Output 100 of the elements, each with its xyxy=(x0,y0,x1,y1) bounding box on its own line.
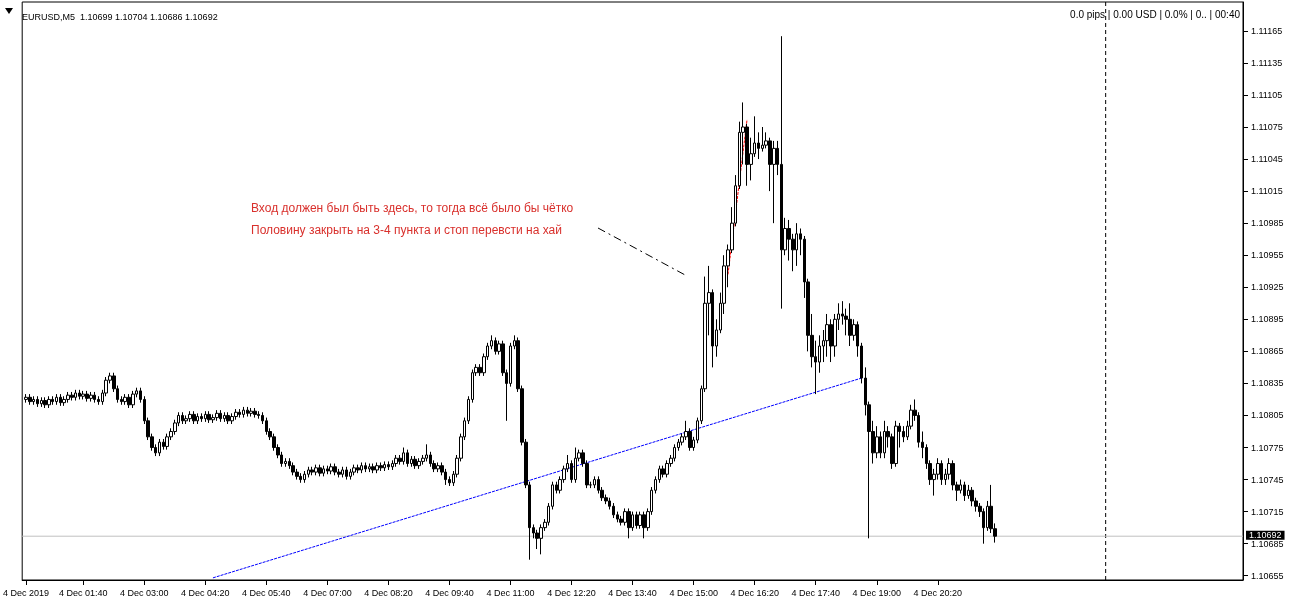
candlestick xyxy=(341,466,344,478)
candlestick xyxy=(24,393,28,404)
candlestick xyxy=(242,406,245,419)
x-tick-label: 4 Dec 19:00 xyxy=(852,587,902,598)
candlestick xyxy=(246,406,249,418)
candlestick xyxy=(772,140,776,224)
x-tick-label: 4 Dec 07:00 xyxy=(303,587,352,598)
candlestick xyxy=(59,393,62,407)
candlestick xyxy=(383,460,386,472)
candlestick xyxy=(74,389,77,402)
candlestick xyxy=(593,475,596,489)
y-tick-label: 1.10925 xyxy=(1251,282,1284,293)
y-tick-label: 1.10895 xyxy=(1251,314,1284,325)
candlestick xyxy=(394,454,398,468)
x-tick-label: 4 Dec 12:20 xyxy=(547,587,596,598)
candlestick xyxy=(299,472,302,484)
annotation: Половину закрыть на 3-4 пункта и стоп перевсти на хай xyxy=(251,223,562,237)
candlestick xyxy=(539,523,543,555)
candlestick xyxy=(612,502,615,519)
y-tick-label: 1.10715 xyxy=(1251,506,1284,517)
candlestick xyxy=(310,466,314,476)
x-tick-label: 4 Dec 11:00 xyxy=(486,587,535,598)
candlestick xyxy=(196,412,199,425)
candlestick xyxy=(211,413,215,424)
candlestick xyxy=(238,408,241,419)
candlestick xyxy=(635,511,638,530)
candlestick xyxy=(333,463,337,476)
x-tick-label: 4 Dec 01:40 xyxy=(58,587,108,598)
candlestick xyxy=(81,390,85,400)
candlestick xyxy=(665,459,669,478)
candlestick xyxy=(349,468,352,481)
candlestick xyxy=(326,465,329,475)
candlestick xyxy=(825,313,829,358)
candlestick xyxy=(318,464,322,477)
candlestick xyxy=(291,461,295,476)
candlestick xyxy=(360,461,363,474)
candlestick xyxy=(226,411,230,425)
x-tick-label: 4 Dec 09:40 xyxy=(425,587,474,598)
candlestick xyxy=(402,447,405,466)
candlestick xyxy=(375,461,379,474)
candlestick xyxy=(223,411,226,423)
x-tick-label: 4 Dec 08:20 xyxy=(364,587,413,598)
candlestick xyxy=(780,35,783,310)
candlestick xyxy=(413,455,417,470)
candlestick xyxy=(371,463,375,474)
x-tick-label: 4 Dec 16:20 xyxy=(730,587,779,598)
candlestick xyxy=(200,412,203,423)
candlestick xyxy=(257,410,260,420)
candlestick xyxy=(406,449,409,468)
candlestick xyxy=(55,393,58,406)
candlestick xyxy=(352,464,356,476)
y-tick-label: 1.10955 xyxy=(1251,250,1284,261)
candlestick xyxy=(829,318,833,363)
candlestick xyxy=(47,395,51,409)
candlestick xyxy=(379,461,383,472)
candlestick xyxy=(62,395,66,407)
y-tick-label: 1.11045 xyxy=(1251,154,1283,165)
candlestick xyxy=(36,395,39,408)
x-tick-label: 4 Dec 2019 xyxy=(2,587,50,598)
candlestick xyxy=(345,466,348,481)
candlestick xyxy=(32,395,35,406)
x-tick-label: 4 Dec 15:00 xyxy=(669,587,718,598)
ref-line-label: 1.10692 xyxy=(1249,530,1282,541)
y-tick-label: 1.10655 xyxy=(1251,570,1284,581)
candlestick xyxy=(329,463,333,475)
y-tick-label: 1.10865 xyxy=(1251,346,1284,357)
y-tick-label: 1.11135 xyxy=(1251,57,1283,68)
candlestick xyxy=(66,391,70,404)
candlestick xyxy=(391,459,394,471)
candlestick xyxy=(940,459,943,486)
candlestick xyxy=(188,410,192,423)
candlestick xyxy=(51,395,54,406)
y-tick-label: 1.11165 xyxy=(1251,25,1283,36)
candlestick xyxy=(85,390,89,403)
candlestick xyxy=(219,409,222,423)
candlestick xyxy=(417,457,421,470)
candlestick xyxy=(78,389,81,400)
candlestick xyxy=(43,396,47,409)
candlestick xyxy=(249,407,253,418)
candlestick xyxy=(207,410,211,424)
candlestick xyxy=(131,390,135,409)
y-tick-label: 1.11105 xyxy=(1251,89,1283,100)
y-tick-label: 1.10805 xyxy=(1251,410,1284,421)
candlestick xyxy=(234,408,238,421)
x-tick-label: 4 Dec 20:20 xyxy=(913,587,963,598)
candlestick xyxy=(184,414,188,425)
candlestick xyxy=(204,410,207,423)
candlestick xyxy=(963,481,966,502)
candlestick xyxy=(93,391,96,404)
candlestick xyxy=(364,461,367,473)
candlestick xyxy=(387,460,390,471)
y-tick-label: 1.10835 xyxy=(1251,378,1284,389)
x-tick-label: 4 Dec 05:40 xyxy=(242,587,291,598)
y-tick-label: 1.11075 xyxy=(1251,122,1283,132)
candlestick xyxy=(123,393,127,406)
candlestick xyxy=(253,407,257,419)
y-tick-label: 1.10745 xyxy=(1251,474,1284,485)
candlestick xyxy=(795,222,798,267)
candlestick xyxy=(303,470,306,484)
candlestick xyxy=(574,447,577,484)
